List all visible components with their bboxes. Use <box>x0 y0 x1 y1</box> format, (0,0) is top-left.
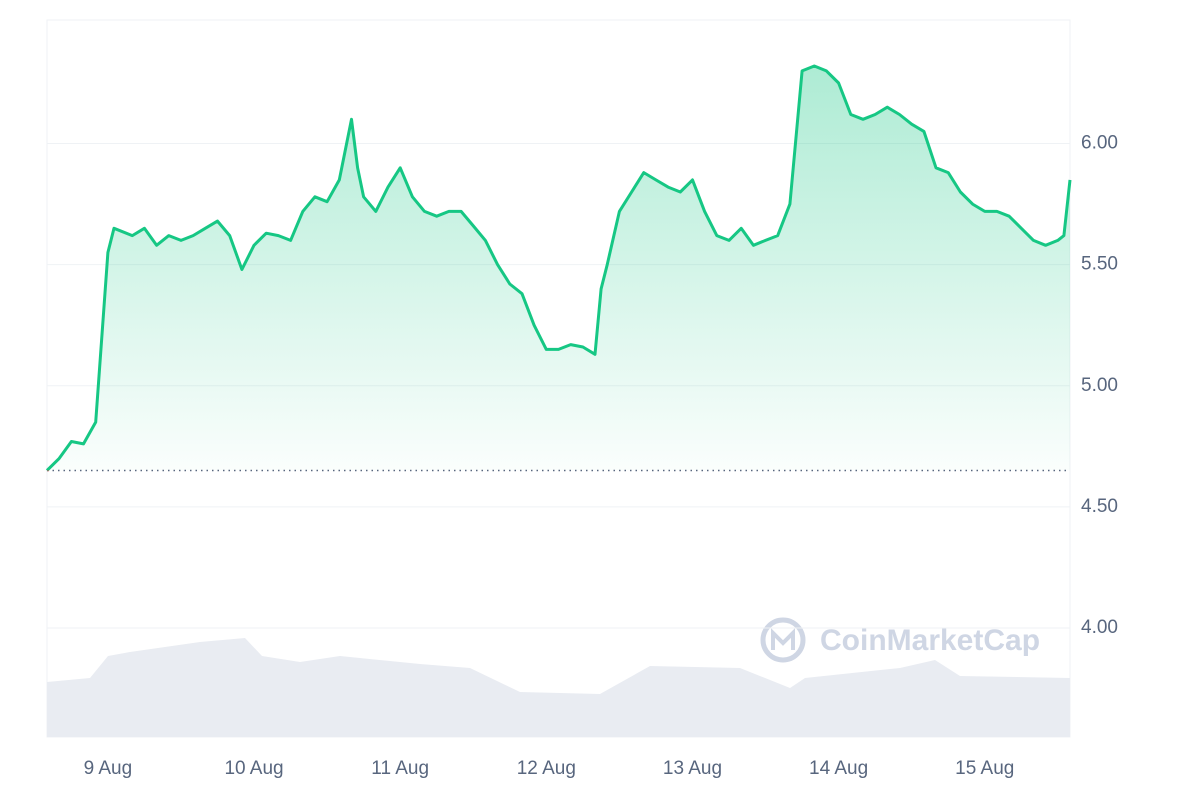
x-tick-label: 14 Aug <box>809 758 868 779</box>
watermark-logo <box>760 617 806 663</box>
x-tick-label: 15 Aug <box>955 758 1014 779</box>
volume-area <box>47 638 1070 737</box>
y-tick-label: 4.00 <box>1081 617 1118 638</box>
area <box>47 66 1070 471</box>
x-tick-label: 11 Aug <box>371 758 429 779</box>
price-line <box>45 64 1072 471</box>
watermark: CoinMarketCap <box>820 624 1040 657</box>
x-tick-label: 12 Aug <box>517 758 576 779</box>
x-tick-label: 10 Aug <box>224 758 283 779</box>
y-tick-label: 4.50 <box>1081 496 1118 517</box>
x-tick-label: 13 Aug <box>663 758 722 779</box>
y-tick-label: 5.00 <box>1081 375 1118 396</box>
y-tick-label: 5.50 <box>1081 254 1118 275</box>
x-tick-label: 9 Aug <box>84 758 133 779</box>
y-tick-label: 6.00 <box>1081 133 1118 154</box>
